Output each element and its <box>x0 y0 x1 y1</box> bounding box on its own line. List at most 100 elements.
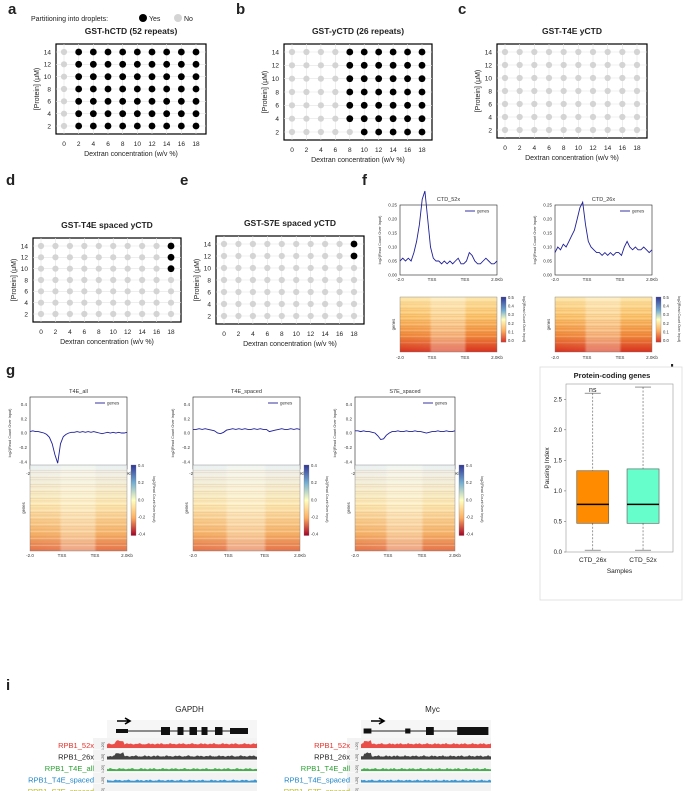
dot-no <box>293 312 300 320</box>
dot-yes <box>389 101 397 109</box>
colorbar-tick: 0.4 <box>508 304 514 309</box>
dot-no <box>516 87 523 95</box>
x-tick-label: 2 <box>77 141 81 148</box>
dot-no <box>220 240 228 248</box>
dot-no <box>139 299 146 306</box>
x-tick-label: 0 <box>290 147 294 154</box>
dot-no <box>350 276 358 284</box>
colorbar-label: log2(Read Count Over Input) <box>522 296 526 342</box>
dot-no <box>124 288 131 295</box>
gene-exon <box>230 728 248 734</box>
profile-title-g1: T4E_all <box>69 389 88 395</box>
dot-no <box>336 264 343 272</box>
dot-no <box>235 288 242 296</box>
dot-no <box>633 74 641 82</box>
dot-no <box>66 265 73 272</box>
dot-yes <box>375 75 383 83</box>
track-range: [0-20] <box>355 742 359 752</box>
y-tick-label: 2 <box>275 129 279 136</box>
track-range: [0-20] <box>101 777 105 787</box>
dot-yes <box>346 88 354 96</box>
dot-no <box>516 74 523 82</box>
x-tick-label: 8 <box>348 147 352 154</box>
dot-yes <box>148 110 156 118</box>
dot-yes <box>418 128 426 136</box>
box-y-tick: 2.5 <box>554 397 563 403</box>
profile-y-tick: 0.20 <box>543 217 552 222</box>
dot-no <box>336 252 343 260</box>
dot-yes <box>350 240 358 248</box>
x-tick-label: 12 <box>124 329 132 336</box>
dot-no <box>317 88 324 96</box>
heatmap-x-tick: 2.0Kb <box>646 355 658 360</box>
profile-x-tick: TSS <box>583 277 592 282</box>
dot-yes <box>418 75 426 83</box>
panel-letter-b: b <box>236 1 245 18</box>
dot-no <box>589 113 597 121</box>
dot-no <box>560 48 567 56</box>
profile-line-f1 <box>399 190 498 265</box>
dot-no <box>307 240 314 248</box>
dot-yes <box>177 85 185 93</box>
profile-legend-label: genes <box>477 209 490 214</box>
x-tick-label: 6 <box>547 145 551 152</box>
dot-yes <box>389 75 397 83</box>
dot-no <box>60 48 68 56</box>
heatmap-x-tick: TSS <box>58 553 67 558</box>
dot-no <box>332 102 339 109</box>
dot-no <box>350 300 358 308</box>
dot-yes <box>104 48 112 56</box>
dot-yes <box>163 85 171 93</box>
dot-no <box>60 110 68 117</box>
dot-yes <box>418 48 426 56</box>
dot-yes <box>119 60 127 68</box>
x-tick-label: 6 <box>83 329 87 336</box>
dot-no <box>336 276 343 284</box>
heatmap-gene-body <box>30 465 127 551</box>
dot-yes <box>360 88 368 96</box>
dot-no <box>66 310 73 318</box>
dot-no <box>575 87 582 95</box>
y-tick-label: 8 <box>207 277 211 284</box>
dot-no <box>52 299 59 306</box>
profile-frame-g3 <box>354 396 456 470</box>
gene-exon <box>426 727 434 735</box>
dot-no <box>95 276 102 284</box>
dot-no <box>350 288 358 296</box>
dot-no <box>604 113 611 121</box>
dot-no <box>619 126 626 134</box>
y-axis-label: [Protein] (μM) <box>262 71 269 114</box>
dot-yes <box>404 101 411 109</box>
dot-yes <box>418 88 426 96</box>
x-tick-label: 4 <box>533 145 537 152</box>
colorbar-tick: 0.4 <box>663 304 669 309</box>
track-bg <box>347 784 491 791</box>
dot-no <box>317 115 324 122</box>
dot-no <box>153 299 160 306</box>
heatmap-gene-body <box>355 465 455 551</box>
dot-no <box>560 61 567 69</box>
dot-no <box>153 310 160 318</box>
dot-no <box>235 240 242 248</box>
x-tick-label: 14 <box>321 331 329 338</box>
dot-no <box>293 264 300 272</box>
dot-no <box>322 288 329 296</box>
track-label: RPB1_T4E_spaced <box>28 775 94 784</box>
dot-yes <box>104 85 112 93</box>
heatmap-y-label: genes <box>391 319 396 330</box>
dot-no <box>220 264 228 272</box>
y-tick-label: 12 <box>21 255 29 262</box>
profile-y-tick: 0.25 <box>388 203 397 208</box>
dot-no <box>288 128 296 136</box>
profile-x-tick: 2.0Kb <box>491 277 503 282</box>
x-tick-label: 18 <box>192 141 200 148</box>
dot-no <box>110 299 117 306</box>
dot-yes <box>75 73 83 81</box>
dot-yes <box>75 97 83 105</box>
dot-no <box>604 87 611 95</box>
dot-yes <box>119 85 127 93</box>
gene-exon <box>189 727 197 735</box>
dot-no <box>303 62 310 69</box>
colorbar-label: log2(Read Count Over Input) <box>325 476 329 522</box>
track-range: [0-20] <box>355 788 359 791</box>
